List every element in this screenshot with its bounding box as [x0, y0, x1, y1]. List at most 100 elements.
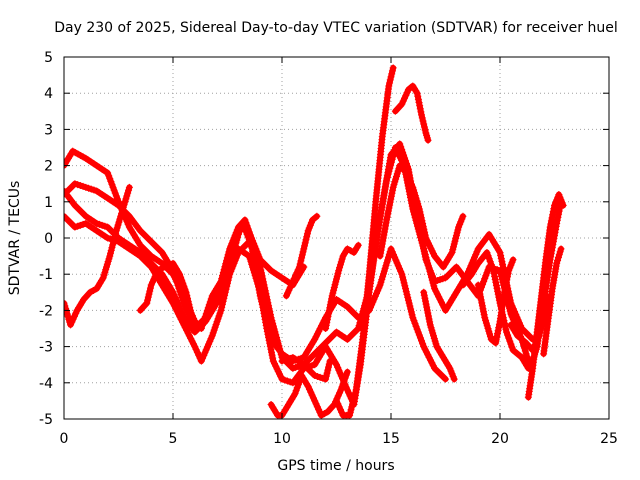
data-point-marker: [504, 270, 512, 278]
data-point-marker: [323, 319, 331, 327]
data-point-marker: [67, 321, 75, 329]
data-point-marker: [232, 239, 240, 247]
data-point-marker: [181, 285, 189, 293]
data-point-marker: [125, 186, 133, 194]
data-point-marker: [119, 204, 127, 212]
data-point-marker: [386, 76, 394, 84]
data-point-marker: [339, 380, 347, 388]
data-point-marker: [144, 293, 152, 301]
data-point-marker: [266, 330, 274, 338]
data-point-marker: [219, 297, 227, 305]
data-point-marker: [289, 277, 297, 285]
data-point-marker: [555, 251, 563, 259]
data-point-marker: [402, 169, 410, 177]
data-point-marker: [387, 195, 395, 203]
data-point-marker: [400, 279, 408, 287]
data-point-marker: [180, 282, 188, 290]
data-point-marker: [377, 209, 385, 217]
data-point-marker: [387, 73, 395, 81]
data-point-marker: [404, 293, 412, 301]
data-point-marker: [260, 281, 268, 289]
data-point-marker: [492, 339, 500, 347]
data-point-marker: [491, 273, 499, 281]
data-point-marker: [263, 318, 271, 326]
data-point-marker: [109, 183, 117, 191]
data-point-marker: [222, 285, 230, 293]
data-point-marker: [409, 314, 417, 322]
data-point-marker: [405, 175, 413, 183]
data-point-marker: [420, 244, 428, 252]
data-point-marker: [557, 245, 565, 253]
data-point-marker: [414, 95, 422, 103]
data-point-marker: [414, 92, 422, 100]
data-point-marker: [264, 299, 272, 307]
data-point-marker: [175, 284, 183, 292]
data-point-marker: [413, 89, 421, 97]
data-point-marker: [295, 263, 303, 271]
data-point-marker: [380, 192, 388, 200]
data-point-marker: [502, 325, 510, 333]
data-point-marker: [494, 290, 502, 298]
data-point-marker: [218, 300, 226, 308]
data-point-marker: [500, 288, 508, 296]
data-point-marker: [343, 386, 351, 394]
data-point-marker: [421, 297, 429, 305]
data-point-marker: [108, 180, 116, 188]
data-point-marker: [323, 369, 331, 377]
data-point-marker: [258, 298, 266, 306]
data-point-marker: [220, 294, 228, 302]
data-point-marker: [255, 283, 263, 291]
x-tick-label: 0: [60, 431, 69, 447]
data-point-marker: [385, 204, 393, 212]
data-point-marker: [384, 168, 392, 176]
data-point-marker: [106, 175, 114, 183]
data-point-marker: [224, 279, 231, 287]
data-point-marker: [275, 342, 283, 350]
data-point-marker: [418, 114, 426, 122]
data-point-marker: [259, 278, 267, 286]
data-point-marker: [313, 212, 321, 220]
data-point-marker: [341, 374, 349, 382]
data-point-marker: [423, 303, 431, 311]
data-point-marker: [322, 322, 330, 330]
data-point-marker: [262, 315, 270, 323]
data-point-marker: [120, 201, 128, 209]
data-point-marker: [291, 390, 299, 398]
data-point-marker: [385, 82, 393, 90]
data-point-marker: [147, 281, 155, 289]
data-point-marker: [305, 385, 313, 393]
data-point-marker: [401, 282, 409, 290]
data-point-marker: [336, 389, 344, 397]
data-point-marker: [498, 257, 506, 265]
data-point-marker: [424, 312, 432, 320]
data-point-marker: [486, 258, 494, 266]
data-point-marker: [257, 269, 265, 277]
data-point-marker: [334, 392, 342, 400]
data-point-marker: [552, 226, 560, 234]
data-point-marker: [176, 270, 184, 278]
y-tick-label: -1: [39, 267, 53, 283]
data-point-marker: [475, 287, 483, 295]
data-point-marker: [263, 321, 271, 329]
data-point-marker: [292, 272, 300, 280]
data-point-marker: [490, 270, 498, 278]
data-point-marker: [377, 246, 385, 254]
data-point-marker: [482, 272, 490, 280]
data-point-marker: [253, 274, 261, 282]
data-point-marker: [327, 298, 335, 306]
data-point-marker: [149, 278, 157, 286]
data-point-marker: [326, 301, 334, 309]
data-point-marker: [303, 230, 311, 238]
data-point-marker: [325, 307, 333, 315]
data-point-marker: [267, 314, 275, 322]
data-point-marker: [497, 254, 505, 262]
data-point-marker: [407, 305, 415, 313]
series-arc-10: [322, 241, 362, 332]
axis-ticks: 0 5 10 15 20 25 -5 -4 -3 -2 -1 0 1 2 3 4 5: [39, 50, 618, 447]
data-point-marker: [424, 136, 432, 144]
data-point-marker: [379, 237, 387, 245]
data-point-marker: [399, 276, 407, 284]
data-point-marker: [553, 220, 561, 228]
data-point-marker: [495, 320, 503, 328]
